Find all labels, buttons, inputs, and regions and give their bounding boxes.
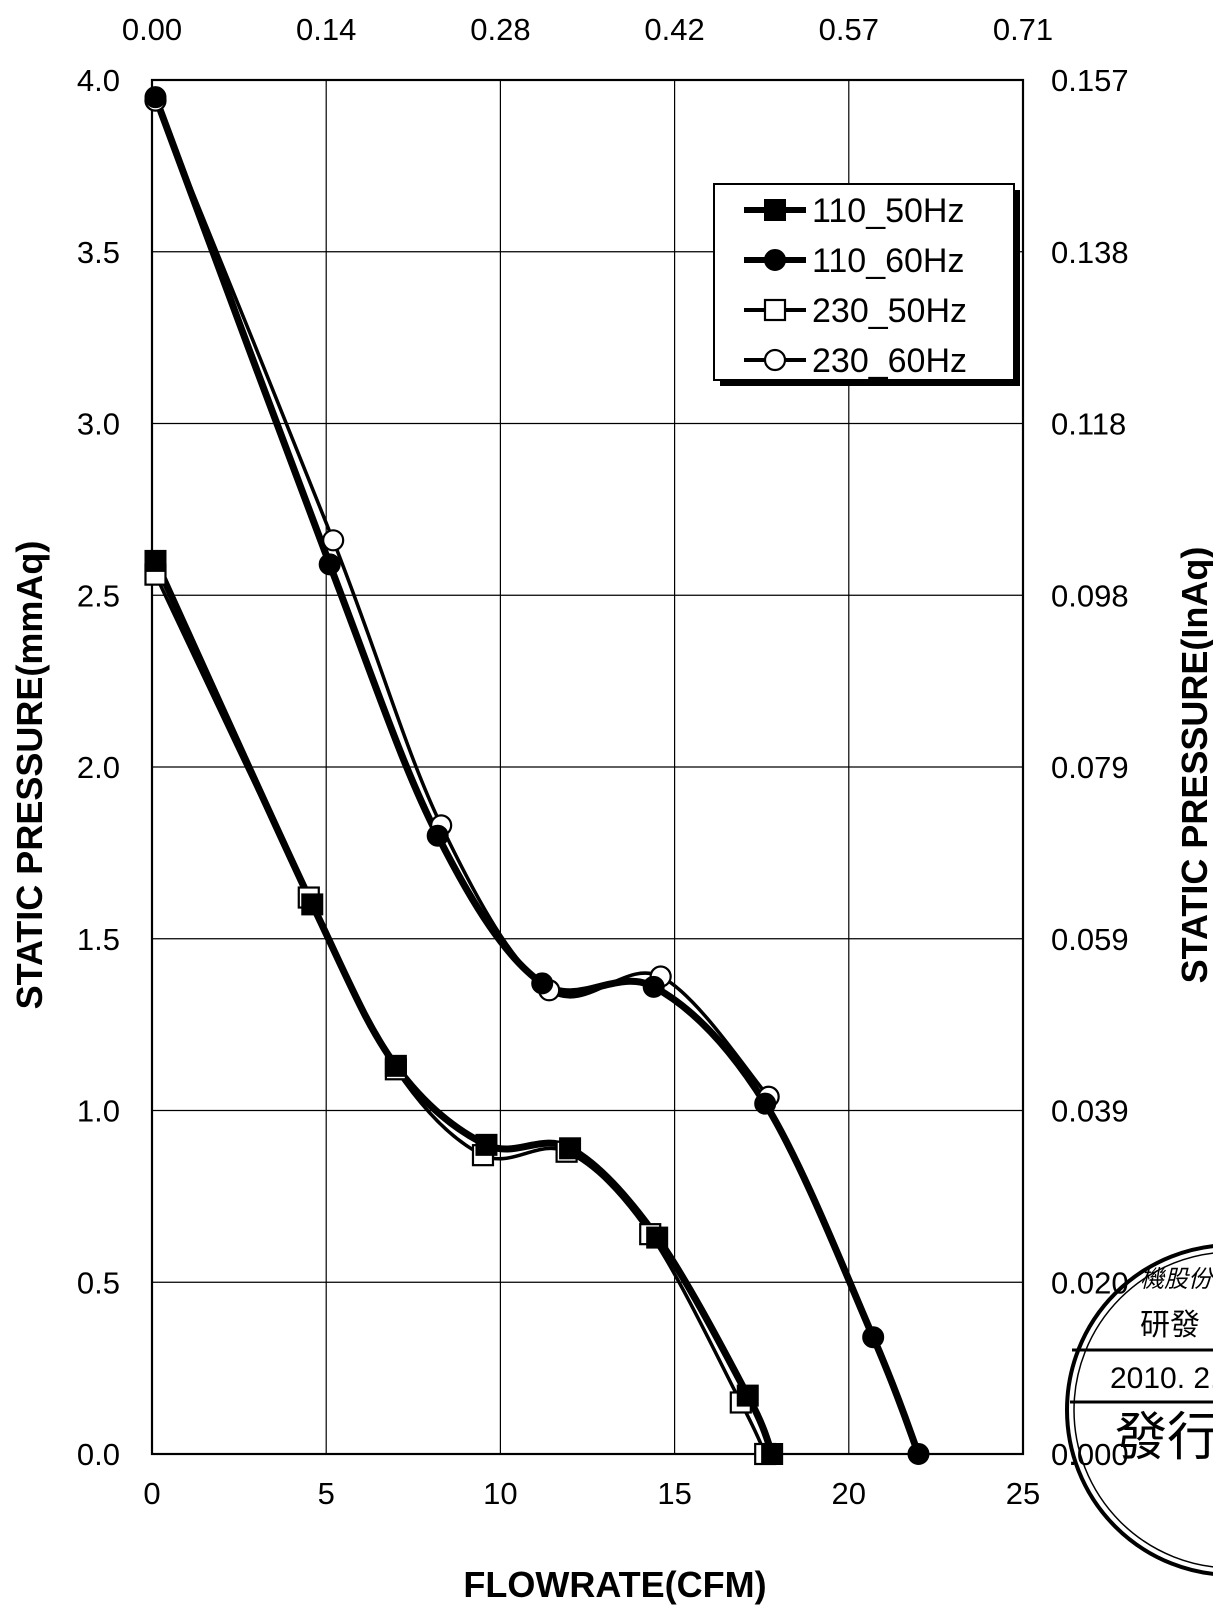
data-point-110-50hz — [144, 549, 167, 572]
y2-tick-label: 0.000 — [1051, 1437, 1129, 1472]
legend-marker-110-60hz — [764, 249, 786, 271]
y2-tick-label: 0.157 — [1051, 63, 1129, 98]
y-tick-label: 0.0 — [77, 1437, 120, 1472]
y2-tick-label: 0.059 — [1051, 922, 1129, 957]
top-tick-label: 0.71 — [993, 12, 1053, 47]
top-tick-label: 0.28 — [470, 12, 530, 47]
data-point-110-60hz — [907, 1443, 930, 1465]
x-tick-label: 10 — [483, 1476, 517, 1511]
legend-label-110-60hz: 110_60Hz — [812, 242, 965, 280]
stamp-issue-text: 發行 — [1115, 1409, 1213, 1467]
data-point-110-60hz — [754, 1092, 777, 1115]
top-tick-label: 0.00 — [122, 12, 182, 47]
data-point-110-50hz — [475, 1133, 498, 1156]
y2-tick-label: 0.098 — [1051, 578, 1129, 613]
x-tick-label: 5 — [318, 1476, 335, 1511]
data-point-110-50hz — [761, 1443, 784, 1465]
legend-marker-230-50hz — [763, 298, 787, 322]
top-tick-label: 0.57 — [819, 12, 879, 47]
data-point-110-50hz — [384, 1054, 407, 1077]
legend-label-110-50hz: 110_50Hz — [812, 192, 965, 230]
y-axis-title: STATIC PRESSURE(mmAq) — [9, 541, 50, 1010]
top-tick-label: 0.42 — [644, 12, 704, 47]
y2-tick-label: 0.138 — [1051, 235, 1129, 270]
x-tick-label: 25 — [1006, 1476, 1040, 1511]
legend-label-230-50hz: 230_50Hz — [812, 292, 967, 330]
y2-tick-label: 0.079 — [1051, 750, 1129, 785]
data-point-110-50hz — [301, 893, 324, 916]
y2-tick-label: 0.039 — [1051, 1094, 1129, 1129]
stamp-dept-text: 研發 — [1140, 1309, 1200, 1342]
data-point-110-60hz — [144, 86, 167, 109]
y-tick-label: 2.5 — [77, 578, 120, 613]
stamp-date-text: 2010. 2. — [1110, 1362, 1213, 1395]
x-axis-title: FLOWRATE(CFM) — [463, 1564, 766, 1605]
legend: 110_50Hz 110_60Hz 230_50Hz 230_60Hz — [713, 183, 1020, 386]
legend-label-230-60hz: 230_60Hz — [812, 342, 967, 380]
data-point-110-60hz — [862, 1326, 885, 1349]
y-tick-label: 2.0 — [77, 750, 120, 785]
data-point-110-60hz — [642, 975, 665, 998]
data-point-110-60hz — [426, 824, 449, 847]
y-tick-label: 3.0 — [77, 407, 120, 442]
data-point-110-50hz — [559, 1137, 582, 1160]
legend-marker-110-50hz — [764, 199, 786, 221]
y-tick-label: 1.5 — [77, 922, 120, 957]
data-point-110-50hz — [646, 1226, 669, 1249]
y2-axis-title: STATIC PRESSURE(InAq) — [1174, 547, 1213, 984]
y2-tick-label: 0.118 — [1051, 407, 1126, 442]
legend-marker-230-60hz — [763, 348, 787, 372]
stamp-company-text: 機股份 — [1140, 1266, 1213, 1293]
data-point-230-60hz — [322, 529, 345, 552]
x-tick-label: 20 — [832, 1476, 866, 1511]
y-tick-label: 4.0 — [77, 63, 120, 98]
marker-layer — [144, 86, 930, 1466]
tick-label-layer: 0 0.00 5 0.14 10 0.28 15 0.42 20 0.57 25 0.71 0.0 0.0… — [77, 12, 1129, 1511]
x-tick-label: 0 — [143, 1476, 160, 1511]
y-tick-label: 3.5 — [77, 235, 120, 270]
y-tick-label: 0.5 — [77, 1265, 120, 1300]
legend-items: 110_50Hz 110_60Hz 230_50Hz 230_60Hz — [744, 192, 967, 380]
y-tick-label: 1.0 — [77, 1094, 120, 1129]
top-tick-label: 0.14 — [296, 12, 356, 47]
plot-frame — [150, 78, 1025, 1456]
y2-tick-label: 0.020 — [1051, 1265, 1129, 1300]
x-tick-label: 15 — [657, 1476, 691, 1511]
company-seal-stamp: 機股份 研發 2010. 2. 發行 — [1065, 1244, 1213, 1576]
data-point-110-50hz — [736, 1384, 759, 1407]
data-point-110-60hz — [318, 553, 341, 576]
data-point-110-60hz — [531, 972, 554, 995]
